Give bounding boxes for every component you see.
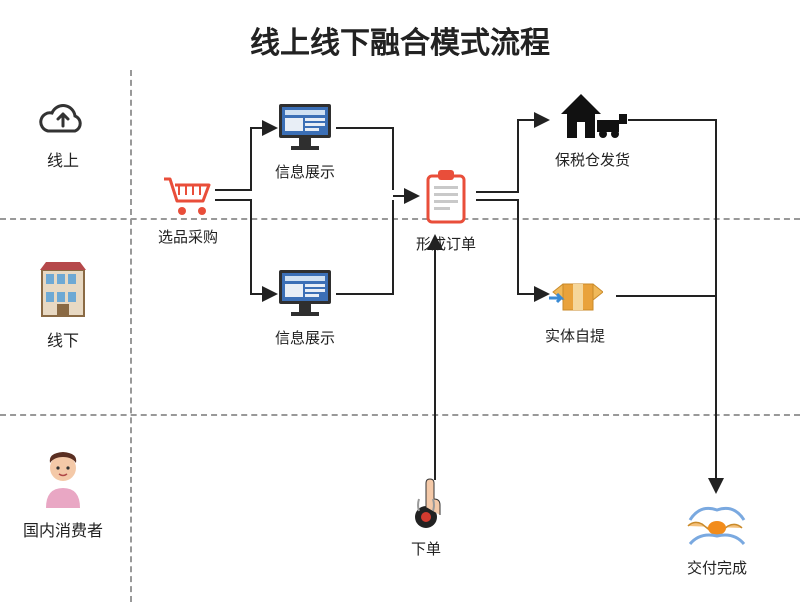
edge-info2-order xyxy=(336,200,393,294)
node-label: 保税仓发货 xyxy=(555,149,630,170)
edge-order-bonded xyxy=(476,120,548,192)
monitor-icon xyxy=(277,268,333,323)
edge-cart-info1 xyxy=(215,128,276,190)
row-divider-1 xyxy=(0,218,800,220)
page-title: 线上线下融合模式流程 xyxy=(0,18,800,62)
node-label: 实体自提 xyxy=(545,325,605,346)
node-label: 信息展示 xyxy=(275,161,335,182)
row-header-consumer: 国内消费者 xyxy=(28,450,98,541)
flow-connectors xyxy=(0,0,800,602)
box-icon xyxy=(547,270,603,321)
cloud-upload-icon xyxy=(39,100,87,143)
node-info1: 信息展示 xyxy=(275,102,335,182)
node-info2: 信息展示 xyxy=(275,268,335,348)
node-bonded: 保税仓发货 xyxy=(555,90,630,170)
handshake-icon xyxy=(686,500,748,553)
edge-bonded-done xyxy=(628,120,716,492)
row-header-offline: 线下 xyxy=(28,262,98,351)
node-click: 下单 xyxy=(405,477,447,559)
edge-cart-info2 xyxy=(215,200,276,294)
cart-icon xyxy=(162,175,214,222)
node-order: 形成订单 xyxy=(416,170,476,254)
row-header-online: 线上 xyxy=(28,100,98,171)
node-label: 下单 xyxy=(411,538,441,559)
node-label: 形成订单 xyxy=(416,233,476,254)
row-label: 线上 xyxy=(47,147,79,171)
node-done: 交付完成 xyxy=(686,500,748,578)
row-label: 线下 xyxy=(47,327,79,351)
node-label: 信息展示 xyxy=(275,327,335,348)
touch-icon xyxy=(405,477,447,534)
col-divider xyxy=(130,70,132,602)
person-icon xyxy=(38,450,88,513)
node-label: 交付完成 xyxy=(687,557,747,578)
row-label: 国内消费者 xyxy=(23,517,103,541)
row-divider-2 xyxy=(0,414,800,416)
edge-order-pickup xyxy=(476,200,548,294)
node-pickup: 实体自提 xyxy=(545,270,605,346)
node-label: 选品采购 xyxy=(158,226,218,247)
clipboard-icon xyxy=(424,170,468,229)
warehouse-icon xyxy=(557,90,629,145)
building-icon xyxy=(40,262,86,323)
monitor-icon xyxy=(277,102,333,157)
edge-info1-order xyxy=(336,128,393,190)
node-cart: 选品采购 xyxy=(158,175,218,247)
